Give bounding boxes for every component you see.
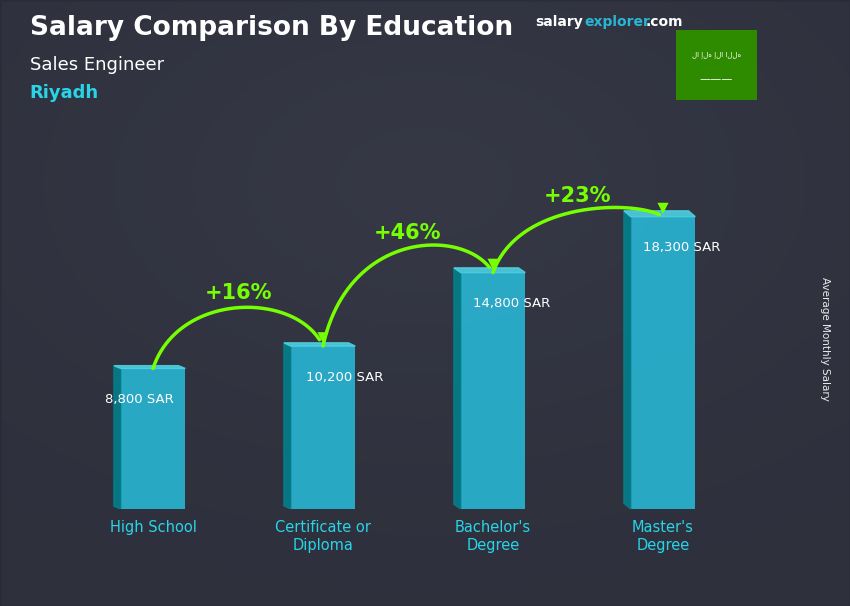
Text: ———: ——— — [700, 74, 733, 84]
Bar — [631, 217, 695, 509]
Text: 8,800 SAR: 8,800 SAR — [105, 393, 174, 406]
Bar — [461, 273, 525, 509]
Text: +16%: +16% — [204, 283, 272, 303]
Text: 18,300 SAR: 18,300 SAR — [643, 241, 720, 255]
Text: Salary Comparison By Education: Salary Comparison By Education — [30, 15, 513, 41]
Polygon shape — [624, 211, 695, 217]
Text: 14,800 SAR: 14,800 SAR — [473, 297, 550, 310]
Text: .com: .com — [646, 15, 683, 29]
Text: Average Monthly Salary: Average Monthly Salary — [820, 278, 830, 401]
Text: لا إله إلا الله: لا إله إلا الله — [692, 52, 740, 58]
Polygon shape — [114, 365, 121, 509]
Text: salary: salary — [536, 15, 583, 29]
Polygon shape — [284, 343, 355, 346]
Text: 10,200 SAR: 10,200 SAR — [306, 371, 383, 384]
Text: Sales Engineer: Sales Engineer — [30, 56, 164, 74]
Text: +46%: +46% — [374, 224, 442, 244]
Polygon shape — [454, 268, 461, 509]
Polygon shape — [624, 211, 631, 509]
Polygon shape — [114, 365, 185, 368]
Bar — [291, 346, 355, 509]
Polygon shape — [454, 268, 525, 273]
Polygon shape — [284, 343, 291, 509]
Text: Riyadh: Riyadh — [30, 84, 99, 102]
Text: +23%: +23% — [544, 186, 612, 206]
Text: explorer: explorer — [585, 15, 651, 29]
Bar — [121, 368, 185, 509]
